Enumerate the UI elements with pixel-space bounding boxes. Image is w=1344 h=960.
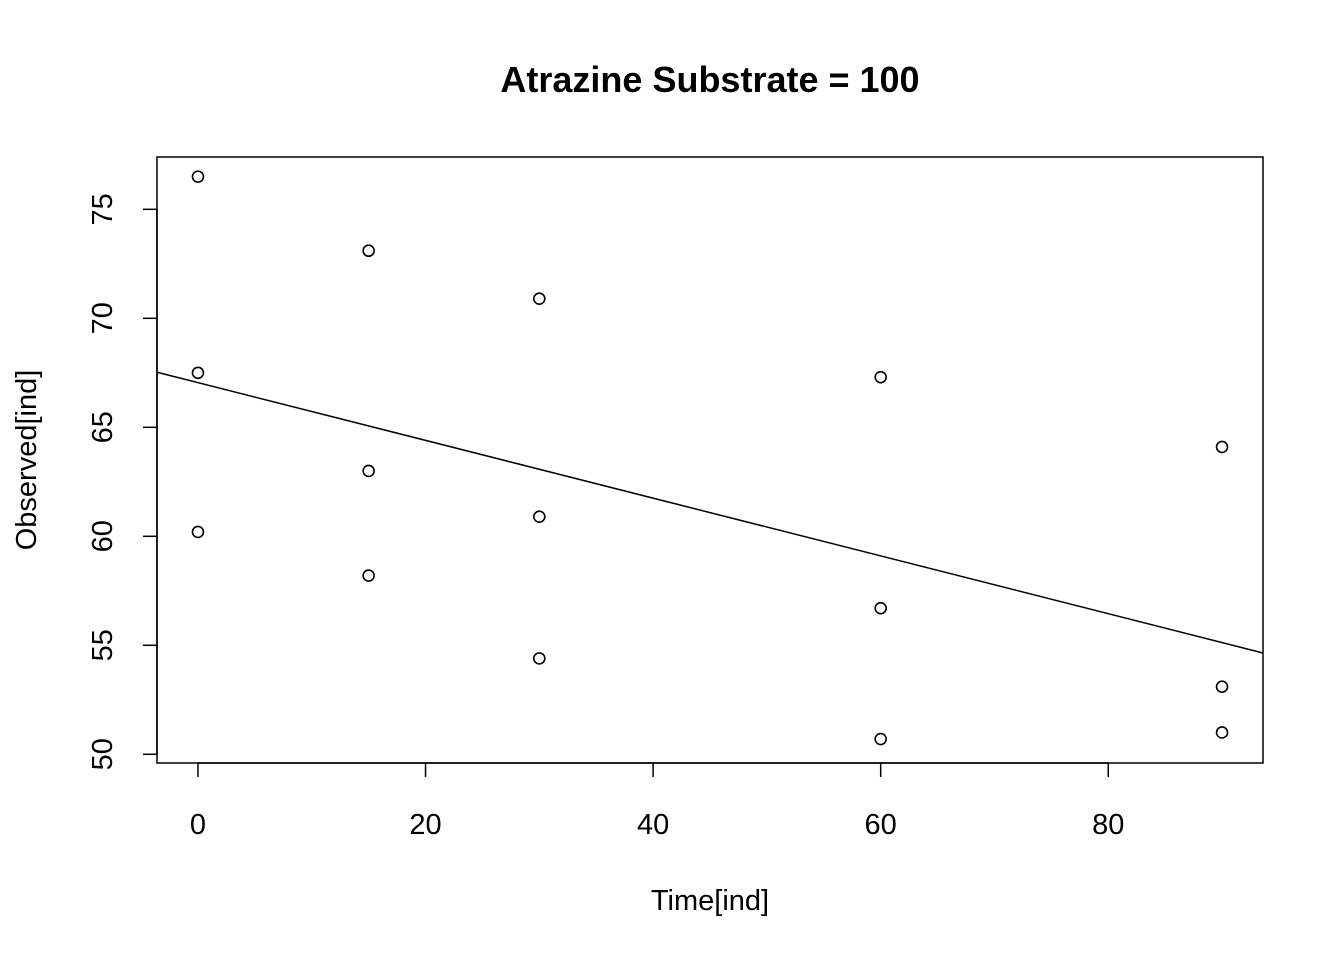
data-point xyxy=(1215,680,1229,694)
data-point xyxy=(1215,440,1229,454)
data-point xyxy=(191,525,205,539)
x-tick-label: 0 xyxy=(190,809,206,841)
y-tick-label: 60 xyxy=(87,520,119,552)
x-tick-label: 20 xyxy=(409,809,441,841)
x-axis: 0 20 40 60 80 xyxy=(190,762,1124,841)
data-point xyxy=(362,569,375,582)
data-point xyxy=(191,170,205,183)
x-tick-label: 40 xyxy=(637,809,669,841)
y-tick-label: 50 xyxy=(87,738,119,770)
data-point xyxy=(1215,726,1229,739)
y-tick-label: 75 xyxy=(87,193,119,225)
y-axis: 50 55 60 65 70 75 xyxy=(87,193,158,770)
data-point xyxy=(362,464,375,478)
y-tick-label: 70 xyxy=(87,302,119,334)
fit-line-layer xyxy=(156,371,1264,654)
plot-frame xyxy=(156,156,1264,764)
data-point xyxy=(191,366,205,380)
x-tick-label: 80 xyxy=(1092,809,1124,841)
x-axis-title: Time[ind] xyxy=(651,885,769,917)
x-tick-label: 60 xyxy=(865,809,897,841)
data-point xyxy=(533,510,546,523)
data-point xyxy=(874,732,887,746)
y-tick-label: 65 xyxy=(87,411,119,443)
data-point xyxy=(874,370,887,384)
chart-title: Atrazine Substrate = 100 xyxy=(500,59,919,100)
data-point xyxy=(533,292,546,305)
data-point xyxy=(362,244,375,258)
data-point xyxy=(874,601,887,615)
y-tick-label: 55 xyxy=(87,629,119,661)
data-point xyxy=(533,652,546,665)
fit-line xyxy=(156,371,1264,654)
y-axis-title: Observed[ind] xyxy=(11,370,43,551)
points-layer xyxy=(191,170,1229,746)
